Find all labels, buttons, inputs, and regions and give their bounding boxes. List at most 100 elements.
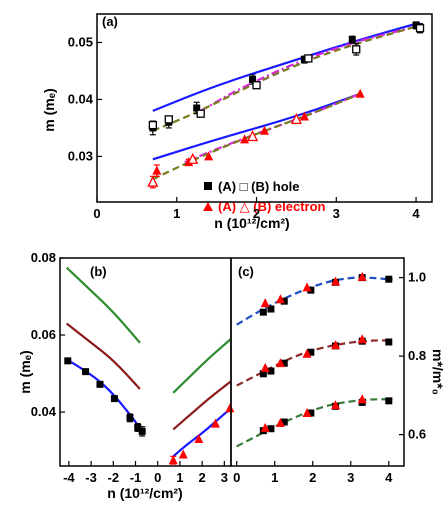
series-electron-A-point <box>355 88 365 98</box>
series-hole-points-point <box>126 414 134 422</box>
panel-a-plot: 0 1 2 3 4 0.03 0.04 0.05 <box>68 13 433 221</box>
series-fit-hole-2-line <box>152 25 417 132</box>
series-fit-mid-line <box>236 339 393 387</box>
series-top-triangles-point <box>331 276 341 286</box>
series-hole-A-point <box>249 76 257 84</box>
legend-hole-label: (A) □ (B) hole <box>218 179 300 194</box>
series-mid-squares-point <box>259 370 267 378</box>
series-hole-points-point <box>64 357 72 365</box>
series-darkred-hole-line <box>65 322 141 390</box>
series-hole-A-point <box>348 36 356 44</box>
panel-c-label: (c) <box>238 264 254 279</box>
series-hole-B-point <box>196 109 205 118</box>
panel-b-xtick-label: -1 <box>130 470 142 485</box>
panel-a-xlabel: n (10¹²/cm²) <box>214 215 289 231</box>
series-bottom-squares-point <box>385 397 393 405</box>
series-bottom-triangles-point <box>260 422 270 432</box>
panel-b-ytick-label: 0.04 <box>31 404 57 419</box>
series-mid-squares-point <box>280 359 288 367</box>
panel-a-ytick-label: 0.04 <box>68 91 94 106</box>
series-fit-electron-2-line <box>152 92 361 181</box>
series-top-triangles-point <box>357 271 367 281</box>
series-electron-A-point <box>152 165 162 175</box>
series-top-squares-point <box>280 297 288 305</box>
panel-b-ylabel: m (mₑ) <box>17 350 33 393</box>
panel-b-ytick-label: 0.06 <box>31 327 56 342</box>
series-hole-points-point <box>138 427 146 435</box>
panel-c-xtick-label: 0 <box>233 470 240 485</box>
panel-c-plot: 0 1 2 3 4 0.6 0.8 1.0 <box>230 257 426 485</box>
series-electron-points-point <box>168 455 178 465</box>
series-top-triangles-point <box>275 294 285 304</box>
series-hole-A-point <box>193 104 201 112</box>
panel-a-ytick-label: 0.03 <box>68 148 93 163</box>
chart-marks: 0 1 2 3 40.030.040.05-4 -3 -2 -1 0 1 2 30.040.060.0… <box>31 13 433 485</box>
panel-a-xtick-label: 3 <box>333 206 340 221</box>
series-top-squares-point <box>267 305 275 313</box>
series-hole-points-point <box>96 380 104 388</box>
panel-b-ytick-label: 0.08 <box>31 250 56 265</box>
series-fit-bottom-line <box>236 398 393 448</box>
series-hole-B-point <box>252 81 261 90</box>
series-hole-points-point <box>82 368 90 376</box>
series-electron-A-point <box>240 134 250 144</box>
series-electron-A-point <box>299 111 309 121</box>
series-mid-triangles-point <box>275 358 285 368</box>
legend-entry-hole: (A) □ (B) hole <box>204 179 300 194</box>
series-electron-points-point <box>210 418 220 428</box>
panel-c-ytick-label: 1.0 <box>408 270 426 285</box>
series-theory-electron-line <box>152 92 361 161</box>
series-hole-points-point <box>134 423 142 431</box>
panel-b-xtick-label: -2 <box>108 470 120 485</box>
panel-c-xtick-label: 2 <box>309 470 316 485</box>
legend-hole-filled-square <box>204 182 212 190</box>
series-mid-squares-point <box>385 338 393 346</box>
series-fit-hole-line <box>200 25 417 112</box>
series-electron-B-point <box>187 152 199 164</box>
series-bottom-triangles-point <box>357 394 367 404</box>
series-bottom-triangles-point <box>275 417 285 427</box>
panel-c-ytick-label: 0.6 <box>408 427 426 442</box>
series-green-electron-line <box>172 338 232 394</box>
panel-c-frame <box>230 257 405 467</box>
panel-b-plot: -4 -3 -2 -1 0 1 2 3 0.04 0.06 0.08 <box>31 250 235 485</box>
panel-c-xtick-label: 4 <box>385 470 393 485</box>
panel-b-xtick-label: 3 <box>221 470 228 485</box>
panel-c-xtick-label: 1 <box>271 470 278 485</box>
panel-a-xtick-label: 2 <box>253 206 260 221</box>
series-green-hole-line <box>65 266 141 344</box>
series-electron-A-point <box>204 151 214 161</box>
series-top-triangles-point <box>302 282 312 292</box>
panel-a-xtick-label: 0 <box>93 206 100 221</box>
panel-b-xtick-label: 1 <box>176 470 183 485</box>
series-electron-points-point <box>194 434 204 444</box>
panel-c-xtick-label: 3 <box>347 470 354 485</box>
series-hole-B-point <box>415 24 425 33</box>
panel-a-label: (a) <box>102 14 118 29</box>
series-mid-squares-point <box>267 367 275 375</box>
panel-a-ytick-label: 0.05 <box>68 34 93 49</box>
panel-b: (b) m (mₑ) n (10¹²/cm²) <box>17 264 183 501</box>
series-top-squares-point <box>385 275 393 283</box>
series-bottom-squares-point <box>280 418 288 426</box>
panel-b-label: (b) <box>90 264 107 279</box>
panel-b-xtick-label: 0 <box>154 470 161 485</box>
series-bottom-squares-point <box>267 425 275 433</box>
legend: (A) □ (B) hole (A) △ (B) electron <box>203 179 326 214</box>
series-mid-triangles-point <box>302 348 312 358</box>
series-electron-B-point <box>147 175 159 187</box>
series-electron-A-point <box>260 125 269 135</box>
series-darkred-electron-line <box>172 380 232 431</box>
series-electron-B-point <box>290 112 302 125</box>
series-electron-points-point <box>178 449 188 459</box>
panel-c-ytick-label: 0.8 <box>408 348 426 363</box>
series-hole-B-point <box>304 54 313 63</box>
panel-a-xtick-label: 4 <box>412 206 420 221</box>
series-top-triangles-point <box>260 298 270 308</box>
series-hole-B-point <box>164 115 173 124</box>
panel-a-ylabel: m (mₑ) <box>41 88 57 131</box>
panel-c: (c) m*/m*₀ <box>238 264 443 395</box>
series-hole-B-point <box>148 120 157 130</box>
panel-b-xtick-label: -3 <box>85 470 97 485</box>
